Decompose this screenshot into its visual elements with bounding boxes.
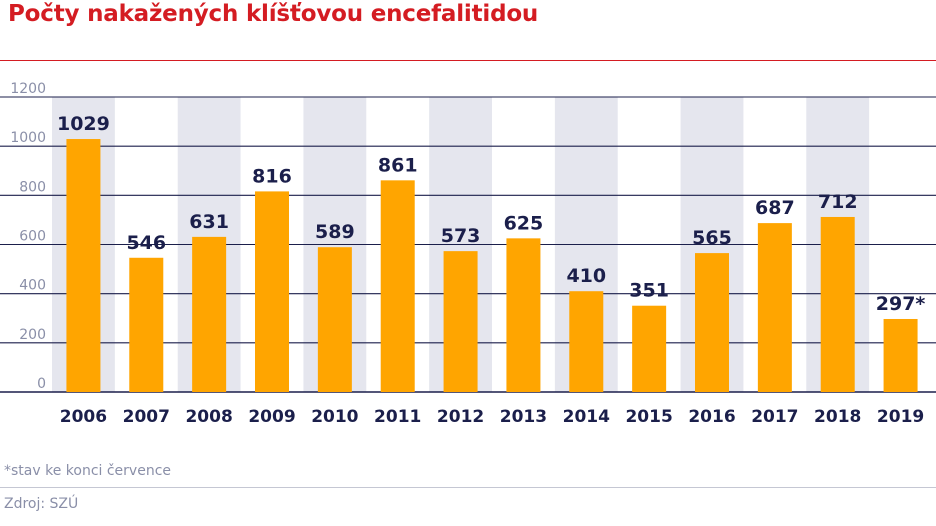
source-note: Zdroj: SZÚ	[4, 496, 79, 512]
chart-title: Počty nakažených klíšťovou encefalitidou	[8, 1, 539, 27]
title-divider	[0, 60, 936, 61]
x-tick-label: 2010	[311, 407, 358, 427]
value-label: 573	[441, 225, 481, 247]
x-tick-label: 2011	[374, 407, 421, 427]
bar-2010	[317, 247, 352, 392]
bar-2015	[632, 305, 667, 392]
value-label: 297*	[876, 293, 926, 315]
bar-2012	[443, 251, 478, 392]
bar-chart: 0 200 400 600 800 1000 1200 1029 546 631 816 589 86…	[0, 81, 936, 427]
y-tick-label: 1200	[10, 81, 46, 97]
y-tick-label: 400	[19, 278, 46, 294]
value-label: 687	[755, 197, 795, 219]
bars	[66, 139, 918, 392]
value-label: 546	[126, 232, 166, 254]
value-label: 861	[378, 154, 418, 176]
value-label: 712	[818, 191, 858, 213]
value-label: 625	[504, 212, 544, 234]
x-tick-label: 2012	[437, 407, 484, 427]
x-tick-label: 2013	[500, 407, 547, 427]
bar-2016	[695, 253, 729, 392]
x-tick-label: 2009	[248, 407, 295, 427]
value-label: 351	[629, 280, 669, 302]
value-labels: 1029 546 631 816 589 861 573 625 410 351 565 687 712…	[57, 113, 925, 315]
x-tick-label: 2017	[751, 407, 798, 427]
y-axis-ticks: 0 200 400 600 800 1000 1200	[10, 81, 46, 392]
bar-2007	[129, 257, 164, 392]
value-label: 1029	[57, 113, 110, 135]
x-tick-label: 2014	[563, 407, 610, 427]
y-tick-label: 800	[19, 179, 46, 195]
value-label: 565	[692, 227, 732, 249]
value-label: 631	[189, 211, 229, 233]
bar-2011	[380, 180, 415, 392]
x-tick-label: 2018	[814, 407, 861, 427]
x-tick-label: 2007	[123, 407, 170, 427]
bar-2009	[255, 191, 289, 392]
bar-2019	[883, 318, 918, 392]
footnote: *stav ke konci července	[4, 463, 172, 479]
x-tick-label: 2019	[877, 407, 924, 427]
bar-2008	[192, 236, 227, 392]
bar-2006	[66, 139, 101, 392]
value-label: 816	[252, 165, 292, 187]
value-label: 410	[566, 265, 606, 287]
x-tick-label: 2015	[625, 407, 672, 427]
bar-2014	[569, 291, 604, 392]
y-tick-label: 1000	[10, 130, 46, 146]
y-tick-label: 200	[19, 327, 46, 343]
footnote-divider	[0, 487, 936, 488]
y-tick-label: 600	[19, 229, 46, 245]
y-tick-label: 0	[37, 376, 46, 392]
x-tick-label: 2008	[185, 407, 232, 427]
x-tick-label: 2016	[688, 407, 735, 427]
bar-2013	[506, 238, 541, 392]
bar-2017	[757, 223, 792, 392]
x-axis-labels: 2006 2007 2008 2009 2010 2011 2012 2013 2014 2015…	[60, 407, 924, 427]
bar-2018	[820, 216, 855, 392]
value-label: 589	[315, 221, 355, 243]
x-tick-label: 2006	[60, 407, 107, 427]
